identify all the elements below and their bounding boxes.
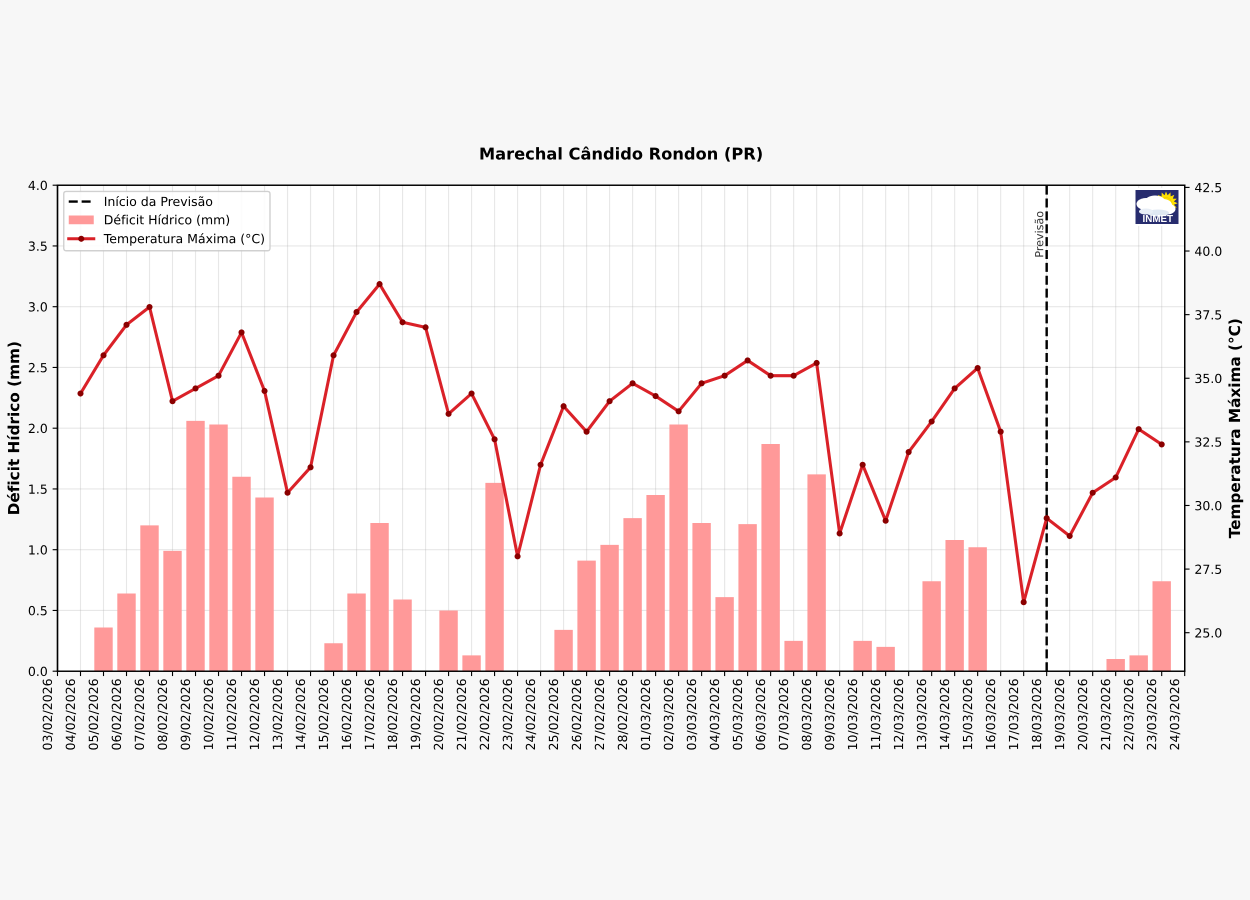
svg-text:INMET: INMET [1143,214,1173,225]
